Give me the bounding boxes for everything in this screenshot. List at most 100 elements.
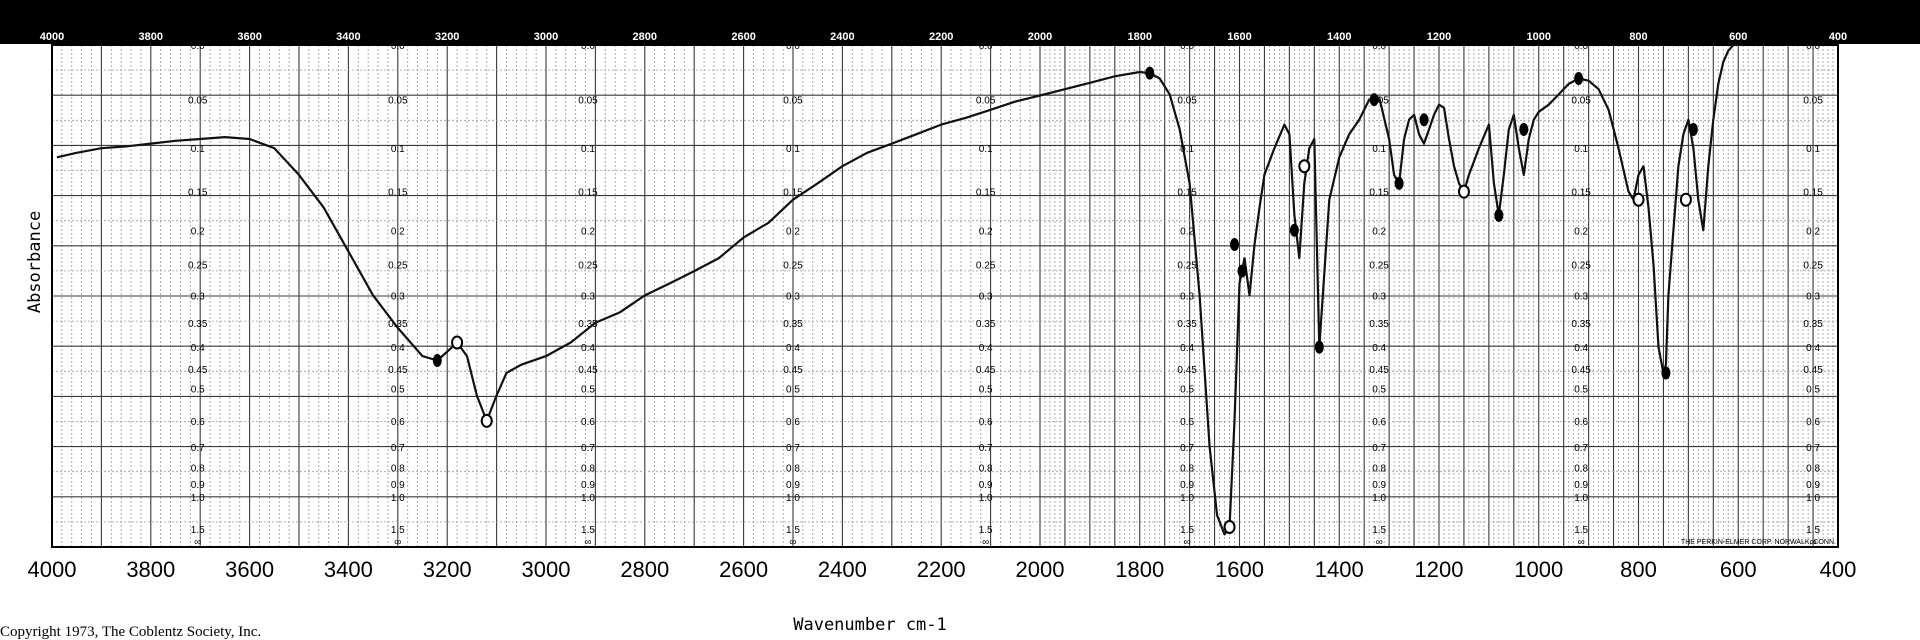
absorbance-label: 0.3	[1574, 291, 1588, 302]
absorbance-label: 0.0	[786, 41, 800, 52]
absorbance-label: 0.15	[388, 188, 408, 199]
absorbance-label: 0.05	[188, 96, 208, 107]
absorbance-label: 0.0	[581, 41, 595, 52]
absorbance-label: 0.45	[1369, 365, 1389, 376]
top-tick-label: 1000	[1527, 31, 1551, 43]
x-tick-label: 800	[1620, 557, 1657, 582]
absorbance-label: 0.3	[191, 291, 205, 302]
top-tick-label: 400	[1829, 31, 1847, 43]
absorbance-label: ∞	[194, 537, 201, 548]
absorbance-label: 0.5	[191, 384, 205, 395]
absorbance-label: 0.25	[188, 261, 208, 272]
absorbance-label: 0.25	[783, 261, 803, 272]
x-tick-label: 3600	[225, 557, 274, 582]
absorbance-label: 0.3	[979, 291, 993, 302]
absorbance-label: 0.7	[1180, 443, 1194, 454]
x-tick-label: 1000	[1514, 557, 1563, 582]
absorbance-label: 0.1	[786, 144, 800, 155]
absorbance-label: 0.05	[783, 96, 803, 107]
peak-ring-mark	[451, 335, 464, 350]
top-tick-label: 1600	[1227, 31, 1251, 43]
absorbance-label: 0.6	[1806, 417, 1820, 428]
absorbance-label: 1.5	[979, 525, 993, 536]
top-tick-label: 3400	[336, 31, 360, 43]
copyright-notice: Copyright 1973, The Coblentz Society, In…	[0, 624, 261, 640]
absorbance-label: ∞	[1809, 537, 1816, 548]
absorbance-label: 0.35	[388, 319, 408, 330]
peak-mark	[1237, 264, 1247, 278]
absorbance-label: 0.15	[578, 188, 598, 199]
absorbance-label: 0.9	[191, 480, 205, 491]
bottom-wavenumber-ticks: 4000 3800 3600 3400 3200 3000 2800 2600 2400 2200…	[28, 557, 1857, 582]
absorbance-label: 0.4	[979, 343, 993, 354]
absorbance-label: 0.8	[1806, 463, 1820, 474]
absorbance-scale-labels: 0.0 0.05 0.1 0.15 0.2 0.25 0.3 0.35 0.4 0.45 0.5 0.…	[188, 41, 1823, 548]
absorbance-label: 0.4	[1574, 343, 1588, 354]
absorbance-label: 1.5	[786, 525, 800, 536]
absorbance-label: 0.0	[979, 41, 993, 52]
peak-mark	[1394, 176, 1404, 190]
peak-mark	[1230, 238, 1240, 252]
absorbance-label: 0.9	[1574, 480, 1588, 491]
absorbance-label: 1.5	[1372, 525, 1386, 536]
absorbance-label: 0.1	[1372, 144, 1386, 155]
absorbance-label: 0.45	[188, 365, 208, 376]
x-tick-label: 1400	[1315, 557, 1364, 582]
absorbance-label: 0.05	[388, 96, 408, 107]
absorbance-label: 0.7	[786, 443, 800, 454]
absorbance-label: 0.1	[581, 144, 595, 155]
x-tick-label: 2200	[917, 557, 966, 582]
absorbance-label: 0.15	[1571, 188, 1591, 199]
absorbance-label: 0.4	[191, 343, 205, 354]
absorbance-label: ∞	[789, 537, 796, 548]
absorbance-label: 0.2	[1574, 226, 1588, 237]
absorbance-label: 0.45	[783, 365, 803, 376]
x-tick-label: 4000	[28, 557, 77, 582]
x-tick-label: 1800	[1115, 557, 1164, 582]
absorbance-label: 0.35	[1803, 319, 1823, 330]
absorbance-label: ∞	[1376, 537, 1383, 548]
absorbance-label: 0.15	[1177, 188, 1197, 199]
x-tick-label: 1600	[1215, 557, 1264, 582]
absorbance-label: 0.3	[581, 291, 595, 302]
absorbance-label: 0.9	[581, 480, 595, 491]
absorbance-label: 0.25	[976, 261, 996, 272]
absorbance-label: 0.4	[581, 343, 595, 354]
absorbance-label: 0.6	[391, 417, 405, 428]
absorbance-label: 0.2	[979, 226, 993, 237]
peak-ring-mark	[1298, 159, 1311, 174]
x-tick-label: 2600	[719, 557, 768, 582]
absorbance-label: 0.6	[786, 417, 800, 428]
peak-ring-mark	[1679, 192, 1692, 207]
peak-mark	[1419, 113, 1429, 127]
top-tick-label: 1800	[1128, 31, 1152, 43]
absorbance-label: 0.7	[979, 443, 993, 454]
absorbance-label: 0.8	[581, 463, 595, 474]
absorbance-label: 0.3	[391, 291, 405, 302]
absorbance-label: 0.5	[786, 384, 800, 395]
absorbance-label: 0.0	[1180, 41, 1194, 52]
absorbance-label: 0.1	[391, 144, 405, 155]
absorbance-label: 0.9	[1180, 480, 1194, 491]
peak-mark	[1289, 223, 1299, 237]
absorbance-label: 0.05	[1571, 96, 1591, 107]
absorbance-label: 0.8	[979, 463, 993, 474]
top-tick-label: 600	[1729, 31, 1747, 43]
absorbance-label: 1.0	[1574, 493, 1588, 504]
absorbance-label: 0.2	[1372, 226, 1386, 237]
absorbance-label: 0.05	[578, 96, 598, 107]
absorbance-label: 0.15	[1369, 188, 1389, 199]
absorbance-label: 0.2	[1806, 226, 1820, 237]
absorbance-label: 0.4	[1806, 343, 1820, 354]
absorbance-label: 0.25	[1177, 261, 1197, 272]
absorbance-label: 0.0	[191, 41, 205, 52]
plot-frame	[51, 44, 1839, 548]
absorbance-label: 0.9	[1372, 480, 1386, 491]
absorbance-label: 0.5	[1806, 384, 1820, 395]
absorbance-label: 0.45	[1803, 365, 1823, 376]
absorbance-label: 0.6	[581, 417, 595, 428]
absorbance-label: 0.7	[391, 443, 405, 454]
absorbance-label: 1.5	[581, 525, 595, 536]
absorbance-label: 0.15	[976, 188, 996, 199]
peak-mark	[1369, 93, 1379, 107]
